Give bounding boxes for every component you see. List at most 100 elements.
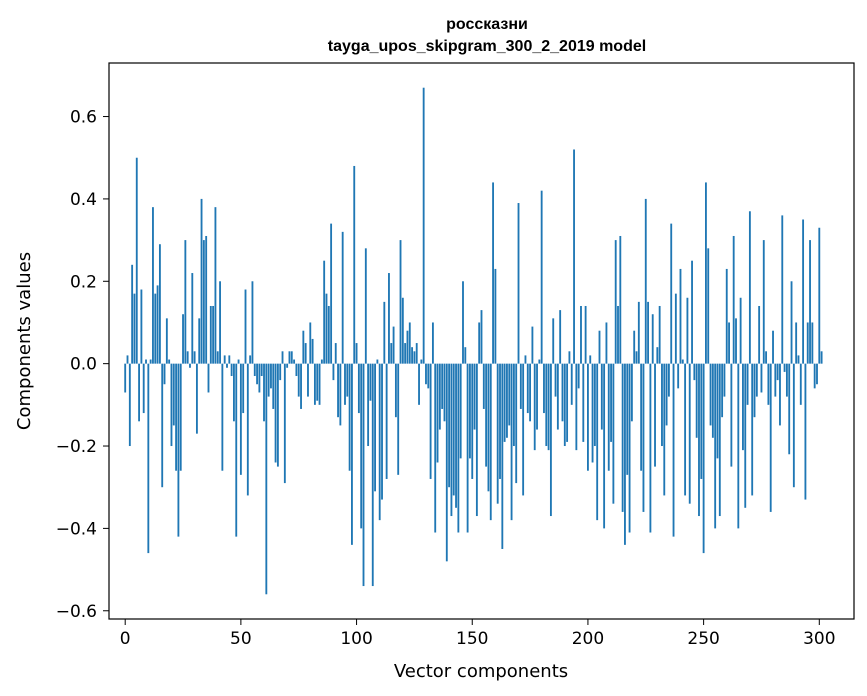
bar-278 (767, 363, 770, 405)
bar-206 (600, 363, 603, 430)
bar-176 (531, 326, 534, 364)
bar-267 (742, 363, 744, 451)
bar-44 (226, 363, 228, 368)
bar-230 (656, 347, 659, 364)
bar-253 (709, 363, 712, 426)
bar-137 (441, 363, 444, 409)
y-tick-label: 0.4 (70, 190, 97, 210)
bar-60 (263, 363, 265, 422)
bar-141 (450, 363, 453, 517)
bar-56 (253, 363, 256, 377)
bar-191 (566, 363, 569, 442)
bar-187 (556, 363, 559, 430)
y-tick-label: −0.4 (56, 519, 97, 539)
bar-171 (519, 363, 522, 409)
bar-240 (679, 268, 682, 364)
bar-115 (390, 343, 393, 364)
bar-13 (154, 293, 157, 364)
bar-101 (357, 363, 360, 414)
bar-204 (596, 363, 599, 521)
bar-55 (251, 281, 254, 364)
x-tick-label: 250 (687, 629, 719, 649)
bar-34 (202, 240, 205, 364)
bar-66 (276, 363, 279, 467)
y-tick-label: 0.2 (70, 272, 97, 292)
bar-53 (246, 363, 249, 496)
bar-250 (702, 363, 705, 554)
bar-264 (735, 318, 737, 364)
bar-239 (677, 363, 680, 389)
bar-153 (478, 322, 481, 364)
bar-293 (802, 219, 805, 364)
bar-35 (205, 235, 208, 364)
bar-207 (603, 363, 606, 529)
chart-title-line2: tayga_upos_skipgram_300_2_2019 model (328, 38, 646, 55)
bar-16 (161, 363, 164, 488)
bar-193 (570, 363, 573, 405)
bar-298 (813, 363, 816, 389)
bar-113 (385, 363, 388, 479)
bar-75 (297, 363, 300, 397)
bar-196 (577, 363, 580, 389)
bar-73 (293, 359, 296, 364)
bar-0 (124, 363, 127, 393)
bar-63 (270, 363, 272, 389)
bar-61 (265, 363, 268, 595)
bar-74 (295, 363, 298, 377)
bar-288 (790, 281, 793, 364)
bar-22 (175, 363, 178, 471)
bar-229 (654, 363, 656, 467)
bar-36 (207, 363, 210, 393)
bar-213 (617, 305, 619, 364)
bar-7 (140, 289, 143, 364)
bar-279 (769, 363, 772, 512)
bar-80 (309, 322, 312, 364)
bar-168 (512, 363, 515, 447)
bar-105 (367, 363, 370, 447)
bar-222 (637, 301, 640, 364)
bar-121 (404, 343, 407, 364)
bar-248 (698, 363, 700, 517)
bar-117 (394, 363, 397, 418)
bar-282 (776, 363, 779, 381)
bar-116 (392, 326, 395, 364)
bar-28 (189, 363, 191, 368)
bar-23 (177, 363, 180, 537)
bar-254 (711, 363, 714, 438)
bar-246 (693, 363, 696, 381)
x-axis-ticks: 0 50 100 150 200 250 300 (120, 619, 836, 649)
bar-15 (158, 244, 161, 364)
bar-219 (630, 363, 633, 422)
bar-134 (434, 363, 437, 533)
bar-127 (418, 363, 420, 405)
bar-210 (610, 363, 612, 442)
bar-128 (420, 359, 423, 364)
bar-118 (397, 363, 400, 475)
bar-209 (607, 363, 610, 471)
bar-243 (686, 297, 689, 364)
bar-252 (707, 248, 710, 364)
bar-188 (559, 310, 562, 364)
bar-195 (575, 363, 578, 451)
bar-255 (714, 363, 717, 529)
bar-241 (681, 359, 684, 364)
bar-32 (198, 318, 201, 364)
bar-102 (360, 363, 363, 529)
bar-194 (573, 149, 575, 364)
bar-129 (422, 87, 425, 364)
bar-26 (184, 240, 187, 364)
bar-93 (339, 363, 342, 426)
bar-88 (327, 305, 330, 364)
bar-228 (651, 314, 654, 364)
bar-281 (774, 363, 777, 397)
bar-54 (249, 355, 252, 364)
bar-205 (598, 330, 601, 364)
bar-84 (318, 363, 321, 405)
bar-236 (670, 223, 673, 364)
bar-159 (492, 182, 494, 364)
bar-95 (344, 363, 346, 405)
bar-235 (667, 363, 670, 397)
bar-100 (355, 343, 358, 364)
bar-147 (464, 347, 467, 364)
bar-97 (348, 363, 351, 471)
